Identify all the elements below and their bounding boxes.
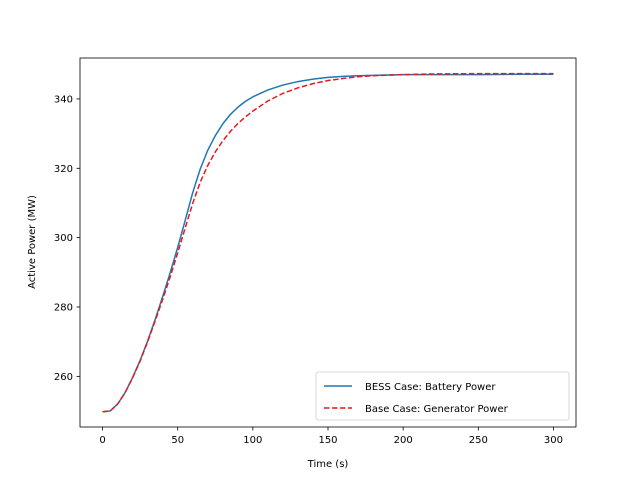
y-axis-label: Active Power (MW) (27, 195, 38, 289)
plot-lines (102, 72, 554, 413)
x-tick-label: 200 (394, 435, 413, 446)
x-axis-label: Time (s) (307, 459, 349, 470)
x-tick-label: 50 (171, 435, 184, 446)
y-tick-label: 260 (54, 372, 73, 383)
x-tick-label: 300 (544, 435, 563, 446)
legend-label-base: Base Case: Generator Power (365, 404, 509, 415)
legend-label-bess: BESS Case: Battery Power (365, 382, 496, 393)
x-tick-label: 150 (318, 435, 337, 446)
series-line-base (102, 72, 554, 413)
y-tick-label: 300 (54, 233, 73, 244)
x-axis-ticks: 0 50 100 150 200 250 300 (99, 427, 563, 446)
y-tick-label: 340 (54, 94, 73, 105)
y-tick-label: 320 (54, 164, 73, 175)
y-tick-label: 280 (54, 303, 73, 314)
x-tick-label: 100 (243, 435, 262, 446)
y-axis-ticks: 260 280 300 320 340 (54, 94, 80, 383)
x-tick-label: 0 (99, 435, 105, 446)
legend: BESS Case: Battery Power Base Case: Gene… (315, 371, 570, 421)
legend-box (315, 371, 570, 421)
x-tick-label: 250 (469, 435, 488, 446)
